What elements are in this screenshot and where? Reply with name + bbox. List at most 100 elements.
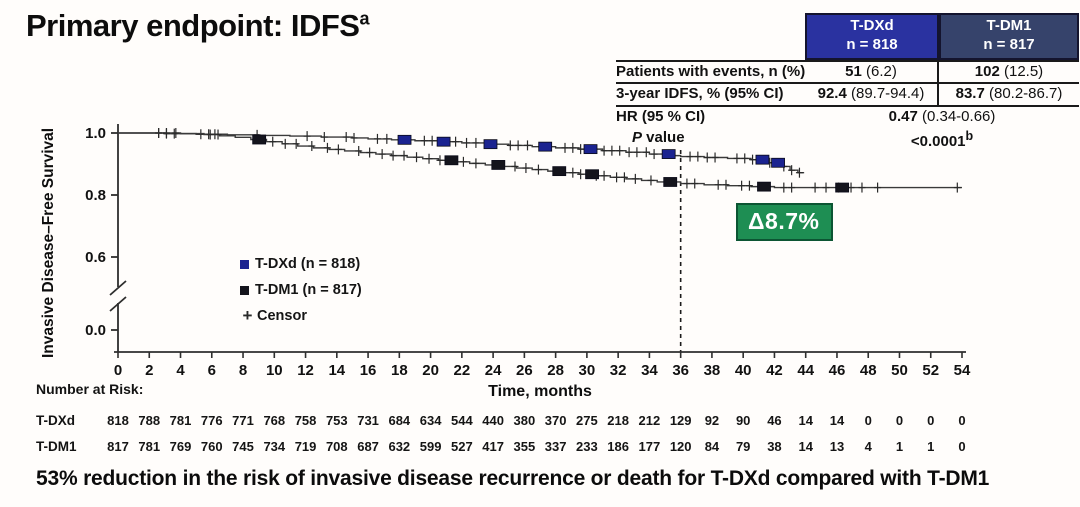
- tdxd-arm-n: n = 818: [846, 35, 898, 53]
- legend-tdxd-label: T-DXd (n = 818): [255, 256, 361, 272]
- tdm1-arm-name: T-DM1: [986, 17, 1032, 34]
- svg-text:745: 745: [232, 439, 254, 454]
- svg-text:30: 30: [579, 362, 596, 379]
- svg-text:10: 10: [266, 362, 283, 379]
- idfs-tdm1-value: 83.7 (80.2-86.7): [939, 82, 1079, 105]
- svg-text:14: 14: [830, 413, 845, 428]
- svg-text:708: 708: [326, 439, 348, 454]
- svg-text:731: 731: [357, 413, 379, 428]
- svg-text:370: 370: [545, 413, 567, 428]
- svg-text:120: 120: [670, 439, 692, 454]
- svg-text:54: 54: [954, 362, 971, 379]
- svg-text:0: 0: [927, 413, 934, 428]
- kaplan-meier-chart: 1.00.80.60.00 2 4 6 8 10 12 14 16 18 20 22 24 26 28 30 3…: [36, 124, 971, 454]
- svg-text:44: 44: [797, 362, 814, 379]
- risk-row-label: T-DXd: [36, 413, 75, 428]
- svg-text:14: 14: [328, 362, 345, 379]
- svg-text:818: 818: [107, 413, 129, 428]
- svg-text:22: 22: [454, 362, 471, 379]
- svg-text:233: 233: [576, 439, 598, 454]
- tdm1-arm-n: n = 817: [983, 35, 1035, 53]
- tdxd-arm-name: T-DXd: [850, 17, 894, 34]
- svg-text:92: 92: [705, 413, 719, 428]
- risk-row-label: T-DM1: [36, 439, 77, 454]
- censor-plus-icon: +: [242, 306, 253, 325]
- svg-text:2: 2: [145, 362, 153, 379]
- svg-text:0: 0: [958, 439, 965, 454]
- svg-text:769: 769: [170, 439, 192, 454]
- svg-text:788: 788: [138, 413, 160, 428]
- svg-text:781: 781: [138, 439, 160, 454]
- svg-text:544: 544: [451, 413, 473, 428]
- svg-text:684: 684: [388, 413, 410, 428]
- svg-text:16: 16: [360, 362, 377, 379]
- legend-tdm1-label: T-DM1 (n = 817): [255, 282, 362, 298]
- svg-text:380: 380: [514, 413, 536, 428]
- svg-text:719: 719: [295, 439, 317, 454]
- svg-text:768: 768: [263, 413, 285, 428]
- svg-text:79: 79: [736, 439, 750, 454]
- y-axis-title: Invasive Disease–Free Survival: [40, 127, 57, 358]
- pvalue-value: <0.0001b: [910, 128, 974, 150]
- svg-text:40: 40: [735, 362, 752, 379]
- column-header-tdm1: T-DM1 n = 817: [939, 13, 1079, 60]
- svg-text:212: 212: [639, 413, 661, 428]
- svg-text:26: 26: [516, 362, 533, 379]
- pvalue-superscript: b: [965, 128, 974, 143]
- svg-text:758: 758: [295, 413, 317, 428]
- axes: [109, 124, 966, 353]
- svg-text:760: 760: [201, 439, 223, 454]
- svg-text:1: 1: [927, 439, 934, 454]
- chart-legend: T-DXd (n = 818) T-DM1 (n = 817) + Censor: [240, 251, 362, 329]
- svg-text:527: 527: [451, 439, 473, 454]
- svg-text:0: 0: [114, 362, 122, 379]
- curve-tdxd: [118, 132, 805, 174]
- svg-text:Number at Risk:: Number at Risk:: [36, 381, 143, 397]
- column-header-tdxd: T-DXd n = 818: [805, 13, 939, 60]
- svg-text:0.6: 0.6: [85, 249, 106, 266]
- svg-text:13: 13: [830, 439, 844, 454]
- svg-text:634: 634: [420, 413, 442, 428]
- svg-text:20: 20: [422, 362, 439, 379]
- svg-text:14: 14: [798, 439, 813, 454]
- delta-annotation-badge: Δ8.7%: [736, 203, 834, 241]
- legend-item-censor: + Censor: [240, 303, 362, 329]
- svg-text:36: 36: [672, 362, 689, 379]
- svg-text:84: 84: [705, 439, 720, 454]
- svg-text:218: 218: [607, 413, 629, 428]
- svg-text:6: 6: [208, 362, 216, 379]
- svg-text:599: 599: [420, 439, 442, 454]
- curve-tdm1: [118, 132, 962, 189]
- censor-marks-tdxd: [155, 128, 803, 178]
- tdm1-square-icon: [240, 285, 249, 295]
- svg-text:734: 734: [263, 439, 285, 454]
- svg-text:12: 12: [297, 362, 314, 379]
- svg-text:1: 1: [896, 439, 903, 454]
- svg-text:355: 355: [514, 439, 536, 454]
- censor-clusters-tdxd: [397, 134, 785, 168]
- svg-text:8: 8: [239, 362, 247, 379]
- censor-marks-tdm1: [155, 128, 961, 193]
- svg-text:46: 46: [767, 413, 781, 428]
- svg-text:38: 38: [767, 439, 781, 454]
- svg-text:275: 275: [576, 413, 598, 428]
- svg-text:0: 0: [896, 413, 903, 428]
- svg-text:18: 18: [391, 362, 408, 379]
- svg-text:129: 129: [670, 413, 692, 428]
- x-axis-ticks: 0 2 4 6 8 10 12 14 16 18 20 22 24 26 28 30 32 34 36 38 40 42 4…: [114, 352, 971, 379]
- number-at-risk-table: Number at Risk: T-DXd 818 788 781 776 771 768 75…: [36, 381, 966, 454]
- hr-row-label: HR (95 % CI): [616, 105, 805, 128]
- legend-item-tdxd: T-DXd (n = 818): [240, 251, 362, 277]
- svg-text:753: 753: [326, 413, 348, 428]
- svg-text:34: 34: [641, 362, 658, 379]
- x-axis-title: Time, months: [488, 383, 592, 400]
- svg-text:38: 38: [704, 362, 721, 379]
- svg-text:48: 48: [860, 362, 877, 379]
- events-row-label: Patients with events, n (%): [616, 59, 805, 83]
- svg-text:771: 771: [232, 413, 254, 428]
- svg-text:776: 776: [201, 413, 223, 428]
- hr-value: 0.47 (0.34-0.66): [805, 105, 1079, 128]
- svg-text:687: 687: [357, 439, 379, 454]
- svg-text:417: 417: [482, 439, 504, 454]
